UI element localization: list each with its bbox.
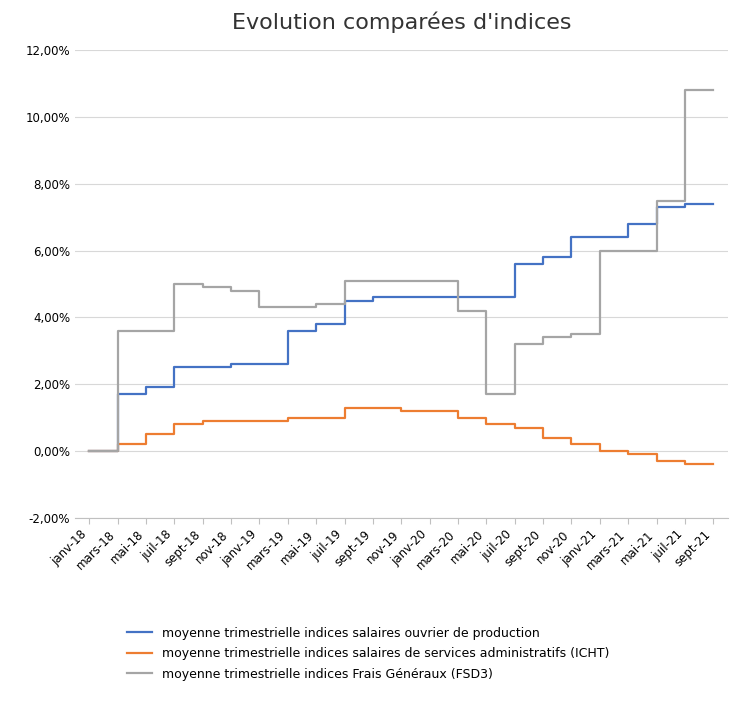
moyenne trimestrielle indices salaires de services administratifs (ICHT) <box>142 430 151 439</box>
moyenne trimestrielle indices Frais Généraux (FSD3) <box>312 300 321 308</box>
moyenne trimestrielle indices Frais Généraux (FSD3) <box>226 286 236 295</box>
moyenne trimestrielle indices salaires ouvrier de production <box>85 446 94 455</box>
moyenne trimestrielle indices salaires ouvrier de production <box>567 233 576 242</box>
moyenne trimestrielle indices Frais Généraux (FSD3) <box>454 306 463 315</box>
moyenne trimestrielle indices salaires de services administratifs (ICHT) <box>284 413 292 422</box>
moyenne trimestrielle indices salaires de services administratifs (ICHT) <box>368 403 377 412</box>
moyenne trimestrielle indices salaires ouvrier de production <box>538 253 548 262</box>
moyenne trimestrielle indices salaires de services administratifs (ICHT) <box>340 403 349 412</box>
moyenne trimestrielle indices Frais Généraux (FSD3) <box>284 303 292 312</box>
moyenne trimestrielle indices salaires ouvrier de production <box>113 390 122 398</box>
moyenne trimestrielle indices salaires de services administratifs (ICHT) <box>680 460 689 469</box>
moyenne trimestrielle indices Frais Généraux (FSD3) <box>680 86 689 95</box>
moyenne trimestrielle indices salaires ouvrier de production <box>198 363 207 372</box>
moyenne trimestrielle indices Frais Généraux (FSD3) <box>142 326 151 335</box>
moyenne trimestrielle indices salaires ouvrier de production <box>284 326 292 335</box>
moyenne trimestrielle indices Frais Généraux (FSD3) <box>85 446 94 455</box>
moyenne trimestrielle indices Frais Généraux (FSD3) <box>425 276 434 285</box>
moyenne trimestrielle indices Frais Généraux (FSD3) <box>652 196 661 205</box>
moyenne trimestrielle indices salaires ouvrier de production <box>652 203 661 211</box>
moyenne trimestrielle indices Frais Généraux (FSD3) <box>510 340 519 349</box>
moyenne trimestrielle indices salaires de services administratifs (ICHT) <box>454 413 463 422</box>
moyenne trimestrielle indices Frais Généraux (FSD3) <box>482 390 490 398</box>
moyenne trimestrielle indices salaires ouvrier de production <box>510 260 519 268</box>
moyenne trimestrielle indices salaires ouvrier de production <box>709 200 718 209</box>
moyenne trimestrielle indices salaires de services administratifs (ICHT) <box>170 420 178 429</box>
moyenne trimestrielle indices salaires de services administratifs (ICHT) <box>425 406 434 415</box>
Title: Evolution comparées d'indices: Evolution comparées d'indices <box>232 12 571 34</box>
moyenne trimestrielle indices salaires ouvrier de production <box>425 293 434 302</box>
moyenne trimestrielle indices salaires de services administratifs (ICHT) <box>85 446 94 455</box>
moyenne trimestrielle indices Frais Généraux (FSD3) <box>397 276 406 285</box>
Legend: moyenne trimestrielle indices salaires ouvrier de production, moyenne trimestrie: moyenne trimestrielle indices salaires o… <box>127 627 609 681</box>
moyenne trimestrielle indices salaires de services administratifs (ICHT) <box>482 420 490 429</box>
moyenne trimestrielle indices salaires de services administratifs (ICHT) <box>255 416 264 425</box>
moyenne trimestrielle indices salaires ouvrier de production <box>142 383 151 392</box>
moyenne trimestrielle indices salaires de services administratifs (ICHT) <box>596 446 604 455</box>
moyenne trimestrielle indices Frais Généraux (FSD3) <box>340 276 349 285</box>
moyenne trimestrielle indices salaires ouvrier de production <box>312 320 321 329</box>
moyenne trimestrielle indices salaires ouvrier de production <box>368 293 377 302</box>
moyenne trimestrielle indices Frais Généraux (FSD3) <box>538 333 548 342</box>
Line: moyenne trimestrielle indices salaires de services administratifs (ICHT): moyenne trimestrielle indices salaires d… <box>89 408 713 464</box>
moyenne trimestrielle indices salaires ouvrier de production <box>454 293 463 302</box>
moyenne trimestrielle indices salaires ouvrier de production <box>340 296 349 305</box>
moyenne trimestrielle indices salaires ouvrier de production <box>226 360 236 368</box>
moyenne trimestrielle indices Frais Généraux (FSD3) <box>567 330 576 339</box>
moyenne trimestrielle indices salaires ouvrier de production <box>397 293 406 302</box>
moyenne trimestrielle indices salaires ouvrier de production <box>624 219 633 228</box>
moyenne trimestrielle indices salaires de services administratifs (ICHT) <box>709 460 718 469</box>
moyenne trimestrielle indices salaires de services administratifs (ICHT) <box>624 450 633 459</box>
moyenne trimestrielle indices salaires de services administratifs (ICHT) <box>226 416 236 425</box>
moyenne trimestrielle indices salaires de services administratifs (ICHT) <box>198 416 207 425</box>
moyenne trimestrielle indices salaires de services administratifs (ICHT) <box>538 434 548 442</box>
moyenne trimestrielle indices Frais Généraux (FSD3) <box>368 276 377 285</box>
moyenne trimestrielle indices salaires ouvrier de production <box>596 233 604 242</box>
Line: moyenne trimestrielle indices Frais Généraux (FSD3): moyenne trimestrielle indices Frais Géné… <box>89 91 713 451</box>
moyenne trimestrielle indices salaires ouvrier de production <box>255 360 264 368</box>
moyenne trimestrielle indices Frais Généraux (FSD3) <box>255 303 264 312</box>
moyenne trimestrielle indices salaires de services administratifs (ICHT) <box>312 413 321 422</box>
moyenne trimestrielle indices Frais Généraux (FSD3) <box>596 247 604 255</box>
moyenne trimestrielle indices Frais Généraux (FSD3) <box>198 283 207 292</box>
moyenne trimestrielle indices salaires ouvrier de production <box>482 293 490 302</box>
moyenne trimestrielle indices salaires de services administratifs (ICHT) <box>567 440 576 449</box>
moyenne trimestrielle indices salaires de services administratifs (ICHT) <box>113 440 122 449</box>
moyenne trimestrielle indices Frais Généraux (FSD3) <box>113 326 122 335</box>
moyenne trimestrielle indices Frais Généraux (FSD3) <box>170 280 178 288</box>
moyenne trimestrielle indices salaires de services administratifs (ICHT) <box>652 457 661 465</box>
moyenne trimestrielle indices salaires ouvrier de production <box>680 200 689 209</box>
moyenne trimestrielle indices Frais Généraux (FSD3) <box>624 247 633 255</box>
Line: moyenne trimestrielle indices salaires ouvrier de production: moyenne trimestrielle indices salaires o… <box>89 204 713 451</box>
moyenne trimestrielle indices salaires de services administratifs (ICHT) <box>397 406 406 415</box>
moyenne trimestrielle indices salaires de services administratifs (ICHT) <box>510 423 519 432</box>
moyenne trimestrielle indices Frais Généraux (FSD3) <box>709 86 718 95</box>
moyenne trimestrielle indices salaires ouvrier de production <box>170 363 178 372</box>
